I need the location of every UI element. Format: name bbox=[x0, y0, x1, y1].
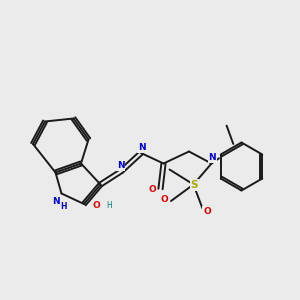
Text: N: N bbox=[117, 161, 125, 170]
Text: N: N bbox=[52, 197, 60, 206]
Text: O: O bbox=[203, 207, 211, 216]
Text: O: O bbox=[160, 195, 168, 204]
Text: N: N bbox=[208, 153, 216, 162]
Text: S: S bbox=[190, 180, 198, 190]
Text: H: H bbox=[61, 202, 67, 211]
Text: H: H bbox=[106, 201, 112, 210]
Text: N: N bbox=[138, 143, 146, 152]
Text: O: O bbox=[148, 184, 156, 194]
Text: O: O bbox=[93, 201, 101, 210]
